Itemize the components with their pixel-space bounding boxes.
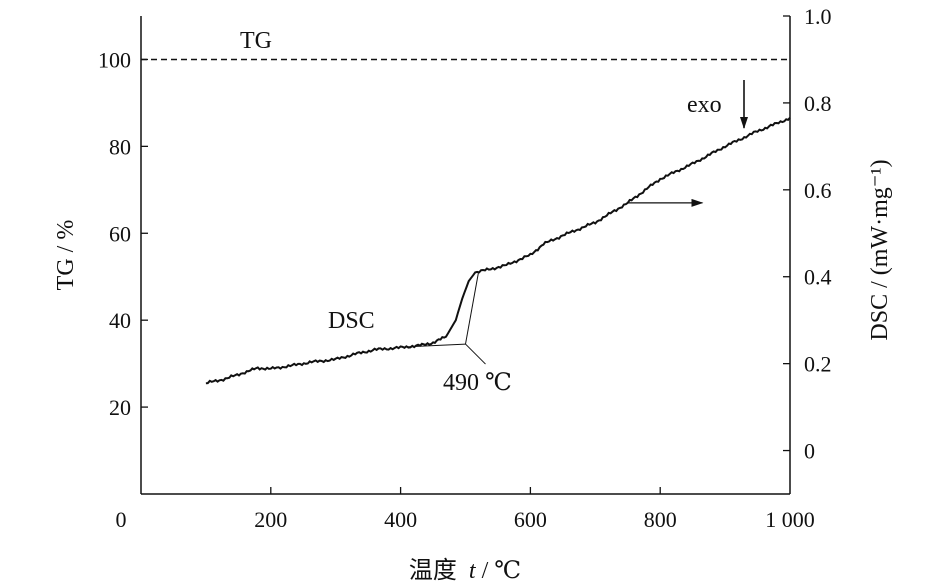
x-tick-label: 1 000 bbox=[765, 507, 815, 532]
y-left-tick-label: 40 bbox=[109, 308, 131, 333]
y-right-tick-label: 0.6 bbox=[804, 178, 832, 203]
x-tick-label: 0 bbox=[116, 507, 127, 532]
dsc-series-line bbox=[205, 117, 791, 385]
x-ticks: 0 200 400 600 800 1 000 bbox=[116, 487, 815, 532]
y-left-tick-label: 20 bbox=[109, 395, 131, 420]
y-axis-right-title: DSC / (mW·mg⁻¹) bbox=[867, 159, 893, 340]
onset-baseline bbox=[400, 343, 466, 348]
x-axis-title-unit: / ℃ bbox=[482, 558, 522, 584]
tg-series-label: TG bbox=[240, 28, 272, 54]
y-left-tick-label: 80 bbox=[109, 134, 131, 159]
onset-temperature-label: 490 ℃ bbox=[443, 370, 512, 396]
exo-label: exo bbox=[687, 92, 722, 118]
y-axis-left-title: TG / % bbox=[53, 220, 79, 291]
y-left-tick-label: 60 bbox=[109, 221, 131, 246]
onset-leader-line bbox=[465, 343, 486, 365]
x-axis-title-var: t bbox=[469, 558, 477, 584]
y-left-ticks: 20 40 60 80 100 bbox=[98, 47, 148, 420]
y-right-tick-label: 0 bbox=[804, 439, 815, 464]
x-axis-title-prefix: 温度 bbox=[409, 557, 457, 584]
y-right-ticks: 0 0.2 0.4 0.6 0.8 1.0 bbox=[783, 4, 832, 464]
x-tick-label: 200 bbox=[254, 507, 287, 532]
dsc-series-label: DSC bbox=[328, 308, 375, 334]
onset-tangent bbox=[465, 272, 479, 345]
x-tick-label: 400 bbox=[384, 507, 417, 532]
y-right-tick-label: 0.2 bbox=[804, 352, 832, 377]
x-axis-title: 温度 t / ℃ bbox=[409, 557, 521, 584]
y-right-tick-label: 0.8 bbox=[804, 91, 832, 116]
x-tick-label: 800 bbox=[644, 507, 677, 532]
y-right-tick-label: 0.4 bbox=[804, 265, 832, 290]
y-left-tick-label: 100 bbox=[98, 47, 131, 72]
y-right-tick-label: 1.0 bbox=[804, 4, 832, 29]
x-tick-label: 600 bbox=[514, 507, 547, 532]
